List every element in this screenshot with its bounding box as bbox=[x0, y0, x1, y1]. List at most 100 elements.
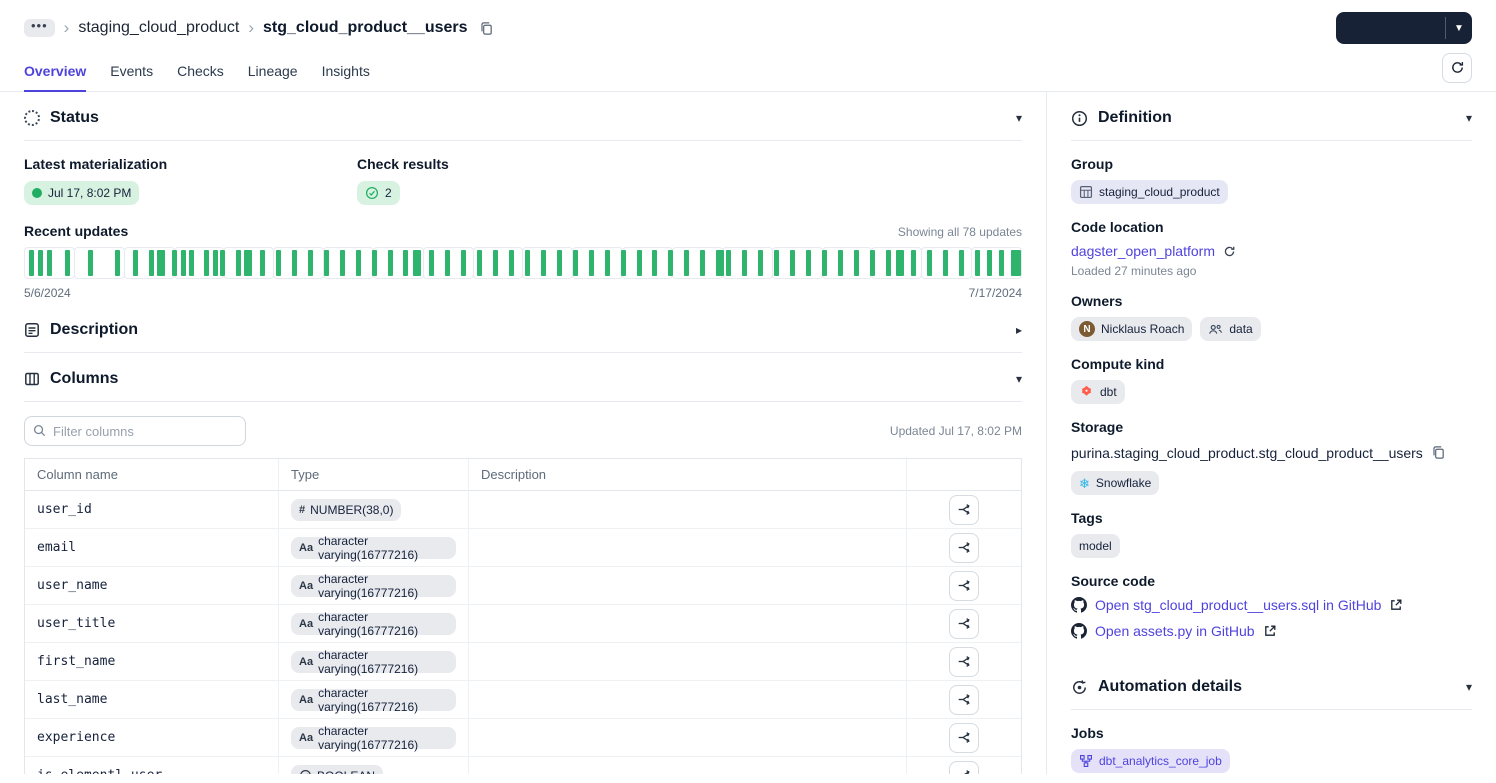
update-bar[interactable] bbox=[244, 250, 253, 276]
breadcrumb-ellipsis-button[interactable]: ••• bbox=[24, 19, 55, 37]
columns-collapse-icon[interactable]: ▾ bbox=[1015, 372, 1022, 386]
update-bar[interactable] bbox=[387, 250, 393, 276]
definition-collapse-icon[interactable]: ▾ bbox=[1465, 111, 1472, 125]
update-bar[interactable] bbox=[148, 250, 154, 276]
update-bar[interactable] bbox=[620, 250, 626, 276]
update-bar[interactable] bbox=[540, 250, 546, 276]
timeline-segment[interactable] bbox=[622, 247, 673, 279]
update-bar[interactable] bbox=[493, 250, 499, 276]
latest-materialization-badge[interactable]: Jul 17, 8:02 PM bbox=[24, 181, 140, 205]
tab-overview[interactable]: Overview bbox=[24, 50, 87, 92]
tab-insights[interactable]: Insights bbox=[321, 63, 370, 79]
update-bar[interactable] bbox=[1011, 250, 1022, 276]
update-bar[interactable] bbox=[853, 250, 859, 276]
update-bar[interactable] bbox=[773, 250, 779, 276]
update-bar[interactable] bbox=[429, 250, 435, 276]
update-bar[interactable] bbox=[524, 250, 530, 276]
update-bar[interactable] bbox=[339, 250, 345, 276]
update-bar[interactable] bbox=[716, 250, 725, 276]
update-bar[interactable] bbox=[869, 250, 875, 276]
column-lineage-button[interactable] bbox=[949, 722, 979, 753]
refresh-button[interactable] bbox=[1442, 52, 1472, 83]
update-bar[interactable] bbox=[413, 250, 422, 276]
timeline-segment[interactable] bbox=[323, 247, 374, 279]
update-bar[interactable] bbox=[275, 250, 281, 276]
update-bar[interactable] bbox=[213, 250, 219, 276]
update-bar[interactable] bbox=[572, 250, 578, 276]
update-bar[interactable] bbox=[157, 250, 166, 276]
update-bar[interactable] bbox=[220, 250, 226, 276]
update-bar[interactable] bbox=[114, 250, 120, 276]
copy-storage-path-icon[interactable] bbox=[1429, 443, 1448, 462]
update-bar[interactable] bbox=[28, 250, 34, 276]
update-bar[interactable] bbox=[684, 250, 690, 276]
update-bar[interactable] bbox=[927, 250, 933, 276]
update-bar[interactable] bbox=[181, 250, 187, 276]
tag-badge[interactable]: model bbox=[1071, 534, 1120, 558]
timeline-segment[interactable] bbox=[522, 247, 574, 279]
update-bar[interactable] bbox=[987, 250, 993, 276]
automation-collapse-icon[interactable]: ▾ bbox=[1465, 680, 1472, 694]
column-lineage-button[interactable] bbox=[949, 494, 979, 525]
tab-events[interactable]: Events bbox=[110, 63, 154, 79]
update-bar[interactable] bbox=[291, 250, 297, 276]
status-collapse-icon[interactable]: ▾ bbox=[1015, 111, 1022, 125]
recent-updates-timeline[interactable] bbox=[24, 247, 1022, 279]
update-bar[interactable] bbox=[46, 250, 52, 276]
filter-columns-input[interactable] bbox=[24, 416, 246, 446]
update-bar[interactable] bbox=[461, 250, 467, 276]
storage-platform-badge[interactable]: ❄ Snowflake bbox=[1071, 471, 1160, 495]
update-bar[interactable] bbox=[445, 250, 451, 276]
materialize-dropdown-button[interactable]: ▼ bbox=[1446, 12, 1472, 44]
update-bar[interactable] bbox=[64, 250, 70, 276]
update-bar[interactable] bbox=[371, 250, 377, 276]
update-bar[interactable] bbox=[885, 250, 891, 276]
update-bar[interactable] bbox=[87, 250, 93, 276]
update-bar[interactable] bbox=[37, 250, 43, 276]
update-bar[interactable] bbox=[604, 250, 610, 276]
update-bar[interactable] bbox=[260, 250, 266, 276]
timeline-segment[interactable] bbox=[572, 247, 624, 279]
copy-asset-name-icon[interactable] bbox=[477, 19, 496, 38]
timeline-segment[interactable] bbox=[273, 247, 325, 279]
update-bar[interactable] bbox=[556, 250, 562, 276]
update-bar[interactable] bbox=[132, 250, 138, 276]
update-bar[interactable] bbox=[999, 250, 1005, 276]
update-bar[interactable] bbox=[943, 250, 949, 276]
update-bar[interactable] bbox=[821, 250, 827, 276]
update-bar[interactable] bbox=[742, 250, 748, 276]
breadcrumb-parent-link[interactable]: staging_cloud_product bbox=[78, 19, 240, 36]
tab-checks[interactable]: Checks bbox=[177, 63, 224, 79]
source-code-link[interactable]: Open stg_cloud_product__users.sql in Git… bbox=[1071, 597, 1472, 613]
update-bar[interactable] bbox=[204, 250, 210, 276]
check-results-badge[interactable]: 2 bbox=[357, 181, 400, 205]
column-lineage-button[interactable] bbox=[949, 684, 979, 715]
timeline-segment[interactable] bbox=[771, 247, 823, 279]
update-bar[interactable] bbox=[323, 250, 329, 276]
column-lineage-button[interactable] bbox=[949, 646, 979, 677]
column-lineage-button[interactable] bbox=[949, 570, 979, 601]
update-bar[interactable] bbox=[307, 250, 313, 276]
update-bar[interactable] bbox=[477, 250, 483, 276]
materialize-button[interactable]: Materialize bbox=[1336, 12, 1445, 44]
compute-kind-badge[interactable]: dbt bbox=[1071, 380, 1125, 404]
column-lineage-button[interactable] bbox=[949, 608, 979, 639]
tab-lineage[interactable]: Lineage bbox=[247, 63, 298, 79]
update-bar[interactable] bbox=[726, 250, 732, 276]
update-bar[interactable] bbox=[837, 250, 843, 276]
update-bar[interactable] bbox=[668, 250, 674, 276]
description-expand-icon[interactable]: ▸ bbox=[1015, 323, 1022, 337]
update-bar[interactable] bbox=[895, 250, 904, 276]
update-bar[interactable] bbox=[355, 250, 361, 276]
group-badge[interactable]: staging_cloud_product bbox=[1071, 180, 1228, 204]
update-bar[interactable] bbox=[588, 250, 594, 276]
source-code-link[interactable]: Open assets.py in GitHub bbox=[1071, 623, 1472, 639]
update-bar[interactable] bbox=[403, 250, 409, 276]
job-badge[interactable]: dbt_analytics_core_job bbox=[1071, 749, 1230, 773]
update-bar[interactable] bbox=[652, 250, 658, 276]
owner-user-badge[interactable]: N Nicklaus Roach bbox=[1071, 317, 1193, 341]
update-bar[interactable] bbox=[700, 250, 706, 276]
update-bar[interactable] bbox=[911, 250, 917, 276]
update-bar[interactable] bbox=[959, 250, 965, 276]
column-lineage-button[interactable] bbox=[949, 760, 979, 774]
